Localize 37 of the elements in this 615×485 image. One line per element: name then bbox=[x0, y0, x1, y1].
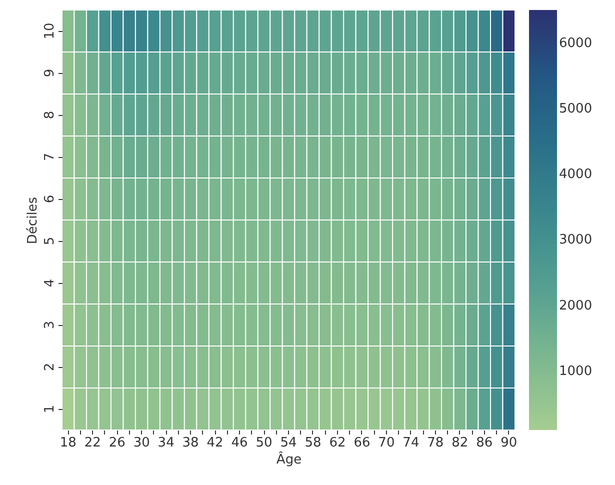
x-tick-label: 70 bbox=[378, 436, 395, 450]
x-tick-label: 22 bbox=[84, 436, 101, 450]
x-tick-label: 42 bbox=[206, 436, 224, 450]
y-tick-label: 5 bbox=[42, 236, 58, 246]
color-bar-label: 2000 bbox=[559, 298, 592, 314]
y-tick-label: 7 bbox=[42, 152, 58, 162]
x-tick-label: 90 bbox=[500, 436, 518, 450]
y-tick-label: 6 bbox=[42, 194, 58, 204]
color-bar-label: 3000 bbox=[559, 232, 592, 248]
x-tick-label: 50 bbox=[256, 436, 272, 450]
x-tick-label: 46 bbox=[231, 436, 248, 450]
y-tick-label: 10 bbox=[42, 22, 58, 40]
x-tick-label: 62 bbox=[329, 436, 346, 450]
x-axis-title: Âge bbox=[276, 450, 302, 468]
color-bar-label: 4000 bbox=[559, 167, 592, 182]
color-bar-label: 5000 bbox=[559, 101, 592, 116]
x-tick-label: 18 bbox=[60, 436, 76, 450]
y-axis-title: Déciles bbox=[26, 196, 40, 244]
y-tick-label: 8 bbox=[42, 110, 58, 120]
x-tick-label: 82 bbox=[452, 436, 468, 450]
x-tick-label: 34 bbox=[158, 436, 174, 450]
x-tick-label: 74 bbox=[402, 436, 420, 450]
x-tick-label: 58 bbox=[304, 436, 322, 450]
x-tick-label: 30 bbox=[133, 436, 150, 450]
x-tick-label: 78 bbox=[427, 436, 444, 450]
y-tick-label: 1 bbox=[42, 404, 58, 414]
y-tick-label: 2 bbox=[42, 362, 58, 372]
x-tick-label: 38 bbox=[182, 436, 199, 450]
y-tick-label: 9 bbox=[42, 68, 58, 78]
y-tick-label: 3 bbox=[42, 320, 58, 330]
color-bar-label: 6000 bbox=[559, 36, 592, 51]
x-tick-label: 66 bbox=[354, 436, 370, 450]
x-tick-label: 54 bbox=[280, 436, 297, 450]
color-bar-label: 1000 bbox=[559, 364, 592, 379]
y-tick-label: 4 bbox=[42, 278, 58, 288]
x-tick-label: 26 bbox=[108, 436, 126, 450]
x-tick-label: 86 bbox=[476, 436, 493, 450]
